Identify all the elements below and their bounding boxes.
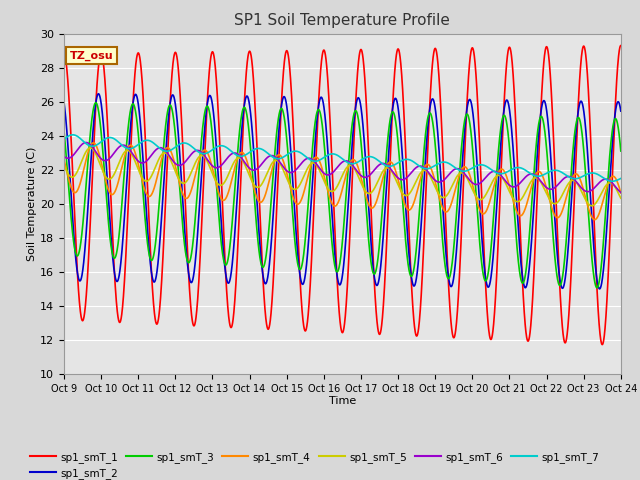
sp1_smT_5: [617, 195, 625, 201]
sp1_smT_4: [298, 196, 306, 202]
Line: sp1_smT_2: sp1_smT_2: [64, 94, 621, 289]
sp1_smT_4: [60, 157, 68, 163]
sp1_smT_4: [124, 145, 132, 151]
sp1_smT_2: [60, 100, 68, 106]
sp1_smT_2: [95, 91, 102, 96]
sp1_smT_3: [92, 100, 100, 106]
Line: sp1_smT_1: sp1_smT_1: [64, 46, 621, 345]
sp1_smT_4: [617, 190, 625, 196]
sp1_smT_4: [157, 160, 164, 166]
sp1_smT_1: [298, 302, 305, 308]
sp1_smT_5: [124, 147, 132, 153]
sp1_smT_2: [157, 227, 164, 232]
Y-axis label: Soil Temperature (C): Soil Temperature (C): [28, 147, 37, 261]
sp1_smT_5: [60, 162, 68, 168]
sp1_smT_5: [86, 145, 94, 151]
sp1_smT_1: [598, 342, 606, 348]
Line: sp1_smT_5: sp1_smT_5: [64, 148, 621, 206]
sp1_smT_6: [60, 154, 68, 159]
Legend: sp1_smT_1, sp1_smT_2, sp1_smT_3, sp1_smT_4, sp1_smT_5, sp1_smT_6, sp1_smT_7: sp1_smT_1, sp1_smT_2, sp1_smT_3, sp1_smT…: [26, 448, 604, 480]
sp1_smT_6: [157, 145, 164, 151]
sp1_smT_3: [593, 285, 601, 290]
sp1_smT_5: [157, 153, 164, 159]
sp1_smT_7: [298, 151, 306, 156]
sp1_smT_6: [83, 140, 90, 145]
sp1_smT_3: [606, 147, 614, 153]
Text: TZ_osu: TZ_osu: [70, 51, 113, 61]
sp1_smT_2: [124, 163, 132, 169]
sp1_smT_4: [606, 176, 614, 181]
sp1_smT_3: [124, 130, 132, 135]
sp1_smT_1: [274, 186, 282, 192]
sp1_smT_6: [124, 144, 132, 150]
sp1_smT_3: [60, 128, 68, 133]
Line: sp1_smT_6: sp1_smT_6: [64, 143, 621, 192]
sp1_smT_1: [617, 43, 625, 48]
sp1_smT_4: [546, 199, 554, 205]
sp1_smT_3: [546, 192, 554, 197]
sp1_smT_2: [596, 286, 604, 292]
sp1_smT_7: [609, 179, 616, 184]
sp1_smT_2: [274, 143, 282, 149]
sp1_smT_4: [90, 140, 97, 146]
sp1_smT_5: [588, 203, 596, 209]
sp1_smT_4: [591, 217, 598, 223]
sp1_smT_2: [298, 281, 306, 287]
sp1_smT_6: [298, 160, 306, 166]
sp1_smT_2: [546, 144, 554, 150]
sp1_smT_3: [157, 180, 164, 186]
sp1_smT_6: [617, 190, 625, 195]
sp1_smT_2: [617, 108, 625, 114]
sp1_smT_7: [60, 136, 68, 142]
sp1_smT_5: [298, 178, 306, 184]
sp1_smT_3: [617, 148, 625, 154]
sp1_smT_5: [546, 197, 554, 203]
Title: SP1 Soil Temperature Profile: SP1 Soil Temperature Profile: [234, 13, 451, 28]
sp1_smT_7: [546, 168, 554, 174]
sp1_smT_6: [546, 186, 554, 192]
sp1_smT_1: [546, 66, 554, 72]
sp1_smT_7: [124, 145, 132, 151]
sp1_smT_1: [606, 230, 614, 236]
sp1_smT_7: [157, 146, 164, 152]
X-axis label: Time: Time: [329, 396, 356, 406]
sp1_smT_7: [274, 156, 282, 162]
sp1_smT_7: [69, 132, 77, 138]
Line: sp1_smT_7: sp1_smT_7: [64, 135, 621, 181]
sp1_smT_7: [617, 176, 625, 181]
Line: sp1_smT_4: sp1_smT_4: [64, 143, 621, 220]
sp1_smT_6: [274, 156, 282, 162]
sp1_smT_5: [606, 180, 614, 186]
sp1_smT_2: [606, 171, 614, 177]
sp1_smT_1: [124, 218, 131, 224]
sp1_smT_5: [274, 158, 282, 164]
sp1_smT_3: [274, 120, 282, 126]
sp1_smT_1: [60, 51, 68, 57]
sp1_smT_3: [298, 263, 306, 269]
sp1_smT_4: [274, 153, 282, 158]
sp1_smT_6: [606, 178, 614, 184]
Line: sp1_smT_3: sp1_smT_3: [64, 103, 621, 288]
sp1_smT_7: [606, 178, 614, 184]
sp1_smT_1: [157, 295, 164, 301]
